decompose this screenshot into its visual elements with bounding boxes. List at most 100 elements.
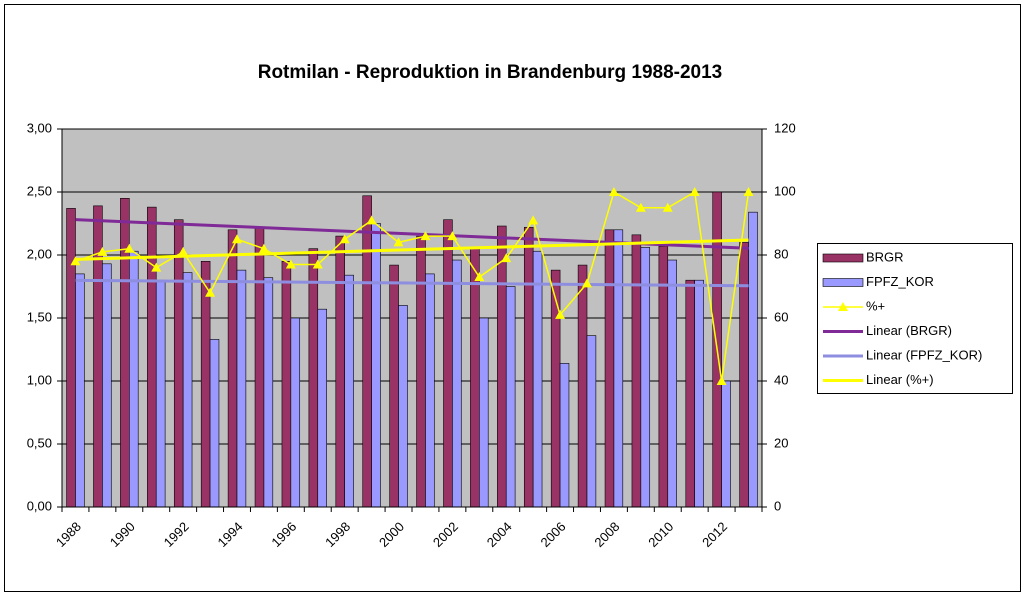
trendline (75, 238, 749, 261)
marker (555, 309, 566, 319)
bar (371, 223, 381, 508)
legend-label: Linear (BRGR) (866, 323, 952, 338)
y2-tick-label: 80 (774, 246, 788, 261)
y2-tick-label: 60 (774, 309, 788, 324)
bar (425, 273, 435, 508)
bar (398, 305, 408, 508)
marker (474, 272, 485, 282)
bar (532, 250, 543, 508)
bar (389, 264, 399, 508)
bar (227, 229, 238, 508)
marker (393, 237, 404, 247)
marker (124, 243, 135, 253)
bar (173, 219, 184, 508)
marker (366, 215, 377, 225)
bar (200, 260, 211, 508)
legend-label: Linear (FPFZ_KOR) (866, 347, 982, 362)
y-tick-label: 3,00 (27, 120, 52, 135)
bar (66, 208, 76, 508)
bar (362, 195, 372, 508)
y-tick-label: 0,50 (27, 435, 52, 450)
marker (258, 243, 269, 253)
bar (416, 235, 426, 508)
bar (335, 235, 345, 508)
marker (205, 287, 216, 297)
y-tick-label: 1,50 (27, 309, 52, 324)
bar (667, 259, 677, 508)
bar (308, 248, 319, 508)
marker (447, 231, 458, 241)
bar (523, 226, 534, 508)
marker (608, 187, 619, 196)
bar (209, 339, 220, 508)
y2-tick-label: 20 (774, 435, 788, 450)
marker (582, 278, 592, 288)
bar (102, 263, 112, 508)
bar (452, 259, 462, 508)
bar (254, 226, 265, 508)
bar (721, 380, 731, 508)
bar (694, 279, 704, 508)
y-tick-label: 2,00 (27, 246, 52, 261)
y-tick-label: 2,50 (27, 183, 52, 198)
bar (685, 279, 695, 508)
marker (528, 215, 539, 225)
bar (559, 363, 570, 508)
line (75, 190, 750, 382)
legend-label: %+ (866, 298, 885, 313)
bar (129, 250, 139, 508)
bar (120, 198, 130, 508)
legend-swatch (822, 253, 864, 263)
marker (743, 187, 754, 196)
bar (470, 248, 480, 508)
legend-label: Linear (%+) (866, 372, 934, 387)
bar (748, 211, 758, 508)
marker (285, 259, 296, 269)
y-tick-label: 1,00 (27, 372, 52, 387)
bar (505, 286, 516, 508)
bar (182, 272, 193, 508)
bar (739, 242, 749, 508)
legend-label: BRGR (866, 249, 904, 264)
y2-tick-label: 0 (774, 498, 781, 513)
marker (716, 376, 727, 385)
marker (662, 202, 673, 212)
bar (550, 269, 561, 508)
bar (281, 260, 292, 508)
marker (501, 253, 512, 263)
bar (263, 277, 274, 508)
legend (817, 243, 1013, 394)
bar (586, 335, 597, 508)
bar (344, 274, 354, 508)
legend-swatch (822, 278, 864, 287)
legend-swatch (838, 302, 848, 311)
bar (147, 206, 157, 508)
marker (689, 187, 700, 196)
bar (155, 279, 166, 508)
y2-tick-label: 120 (774, 120, 796, 135)
bar (236, 269, 247, 508)
marker (70, 256, 81, 266)
marker (178, 246, 189, 256)
marker (635, 202, 646, 212)
y-tick-label: 0,00 (27, 498, 52, 513)
bar (604, 229, 615, 508)
bar (317, 308, 327, 508)
y2-tick-label: 100 (774, 183, 796, 198)
bar (577, 264, 588, 508)
legend-label: FPFZ_KOR (866, 274, 934, 289)
marker (312, 259, 323, 269)
bar (479, 317, 489, 508)
bar (290, 317, 301, 508)
bar (443, 219, 453, 508)
marker (151, 262, 162, 272)
chart-title: Rotmilan - Reproduktion in Brandenburg 1… (258, 62, 723, 83)
marker (232, 234, 242, 244)
marker (97, 246, 108, 256)
bar (75, 273, 85, 508)
bar (497, 225, 507, 508)
trendline (75, 278, 749, 288)
marker (420, 231, 431, 241)
